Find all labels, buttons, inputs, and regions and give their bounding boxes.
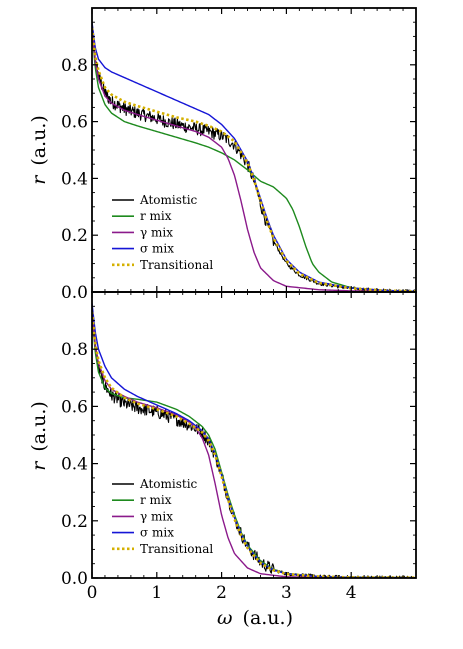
x-tick-label: 1 <box>151 583 162 603</box>
x-tick-label: 0 <box>87 583 98 603</box>
series-group <box>92 22 416 292</box>
x-axis-symbol: ω <box>217 607 233 629</box>
y-tick-label: 0.8 <box>61 340 88 360</box>
y-axis-label-top: r (a.u.) <box>28 115 50 185</box>
y-tick-label: 0.6 <box>61 113 88 133</box>
legend-label: Atomistic <box>139 193 198 207</box>
bottom-panel: 0 1 2 3 4 0.0 0.2 0.4 0.6 0.8 Atomistic r mix γ mix σ… <box>61 291 417 603</box>
legend-label: r mix <box>140 493 172 507</box>
legend-label: γ mix <box>140 225 173 239</box>
y-tick-label: 0.4 <box>61 169 88 189</box>
y-tick-label: 0.6 <box>61 397 88 417</box>
legend-label: σ mix <box>140 526 174 540</box>
x-tick-label: 3 <box>281 583 292 603</box>
y-axis-unit-top: (a.u.) <box>28 115 50 165</box>
x-axis-label: ω (a.u.) <box>217 607 293 629</box>
y-axis-symbol-bottom: r <box>28 460 50 471</box>
y-tick-label: 0.0 <box>61 283 88 303</box>
top-panel: 0.0 0.2 0.4 0.6 0.8 Atomistic r mix γ mix σ mix T… <box>61 7 417 303</box>
legend-label: r mix <box>140 209 172 223</box>
y-axis-unit-bottom: (a.u.) <box>28 401 50 451</box>
y-tick-label: 0.2 <box>61 226 88 246</box>
legend-label: σ mix <box>140 242 174 256</box>
x-tick-label: 2 <box>216 583 227 603</box>
legend-label: Atomistic <box>139 477 198 491</box>
x-tick-label: 4 <box>346 583 357 603</box>
legend-label: Transitional <box>140 542 213 556</box>
y-axis-symbol-top: r <box>28 174 50 185</box>
y-tick-label: 0.4 <box>61 455 88 475</box>
series-line--mix <box>92 22 416 292</box>
series-line--mix <box>92 27 416 292</box>
y-axis-label-bottom: r (a.u.) <box>28 401 50 471</box>
y-tick-label: 0.2 <box>61 512 88 532</box>
series-line-transitional <box>92 27 416 292</box>
legend-label: Transitional <box>140 258 213 272</box>
x-axis-unit: (a.u.) <box>243 607 293 629</box>
legend-label: γ mix <box>140 509 173 523</box>
y-tick-label: 0.8 <box>61 56 88 76</box>
y-tick-label: 0.0 <box>61 569 88 589</box>
